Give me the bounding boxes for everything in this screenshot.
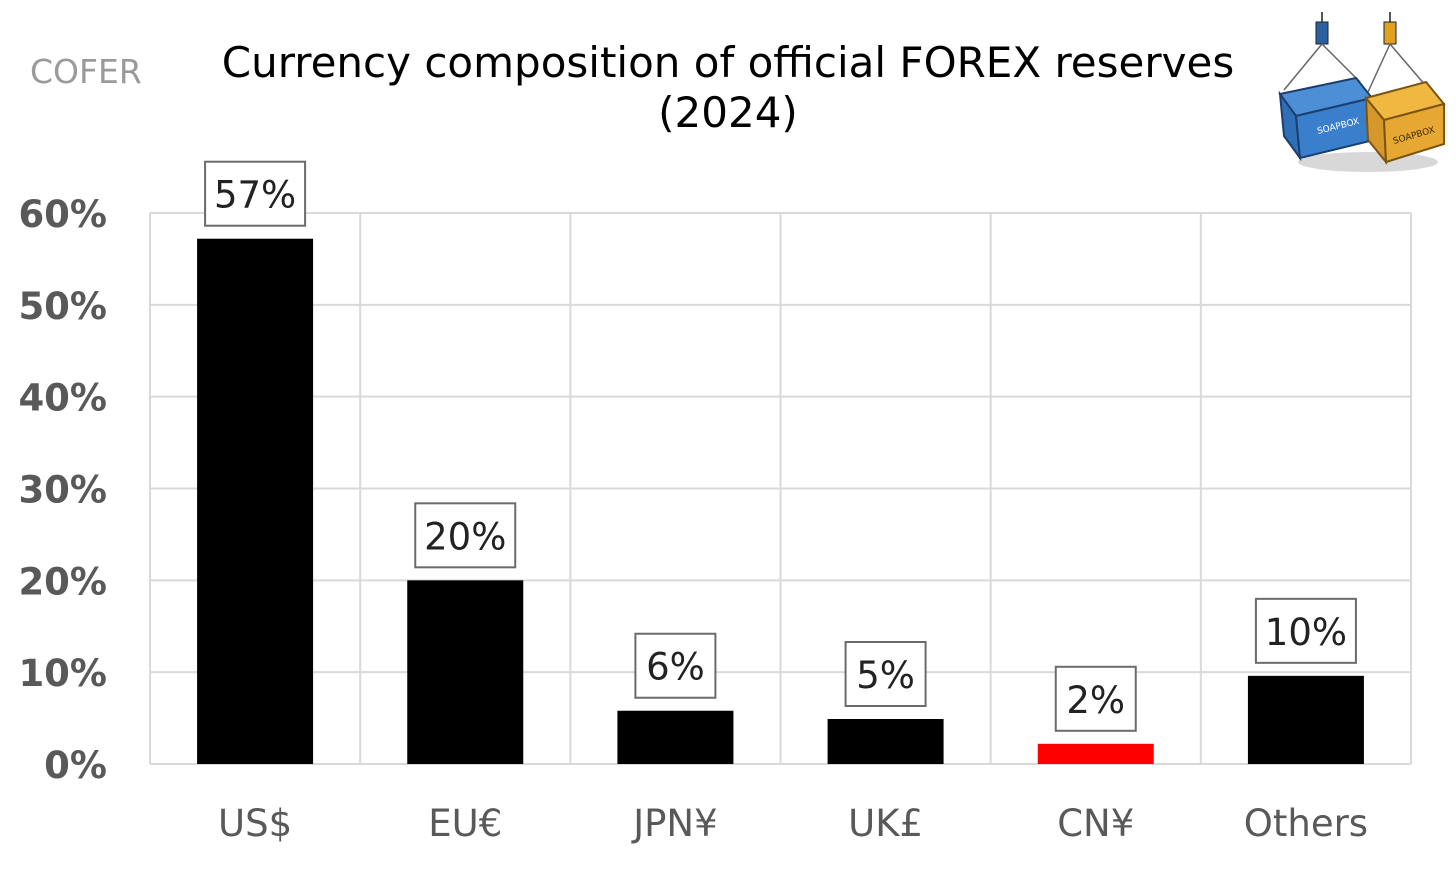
bar [1247, 675, 1364, 764]
x-category-label: UK£ [848, 802, 923, 845]
x-category-label: CN¥ [1057, 802, 1134, 845]
chart-title: Currency composition of official FOREX r… [150, 38, 1306, 138]
y-tick-label: 20% [18, 560, 107, 603]
bar [617, 710, 734, 764]
data-label-box [204, 160, 307, 227]
x-category-label: Others [1244, 802, 1368, 845]
bar [827, 719, 944, 764]
y-tick-label: 50% [18, 285, 107, 328]
x-category-label: US$ [218, 802, 292, 845]
x-category-label: EU€ [428, 802, 502, 845]
y-tick-label: 10% [18, 652, 107, 695]
y-tick-label: 30% [18, 469, 107, 512]
data-label-box [414, 502, 517, 569]
data-label: 5% [856, 654, 915, 697]
y-tick-label: 40% [18, 377, 107, 420]
bar [407, 580, 524, 764]
data-label-box [1254, 597, 1357, 664]
source-label: COFER [30, 52, 142, 91]
soapbox-logo: SOAPBOX SOAPBOX [1278, 12, 1446, 172]
x-category-label: JPN¥ [631, 802, 717, 845]
data-label: 6% [646, 646, 705, 689]
y-tick-label: 60% [18, 193, 107, 236]
bar [197, 238, 314, 765]
data-label: 57% [214, 174, 296, 217]
data-label-box [1054, 665, 1137, 732]
data-label: 20% [424, 515, 506, 558]
data-label-box [844, 641, 927, 708]
chart-title-line2: (2024) [658, 88, 798, 137]
y-tick-label: 0% [44, 744, 107, 787]
chart-title-line1: Currency composition of official FOREX r… [221, 38, 1235, 87]
data-label: 2% [1066, 679, 1125, 722]
data-label-box [634, 632, 717, 699]
data-label: 10% [1265, 611, 1347, 654]
bar [1037, 743, 1154, 764]
